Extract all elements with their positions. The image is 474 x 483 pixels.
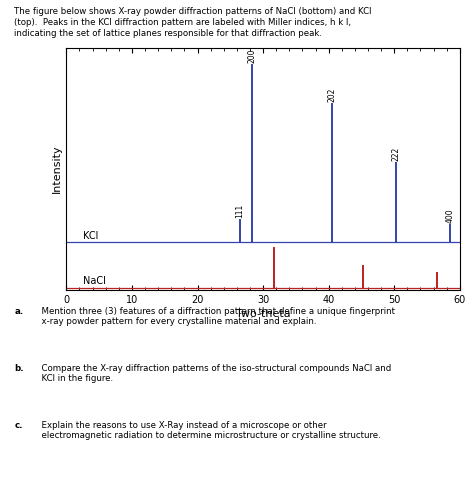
Text: a.: a. bbox=[14, 307, 23, 316]
Text: 200: 200 bbox=[247, 49, 256, 63]
X-axis label: Two-theta: Two-theta bbox=[236, 309, 291, 319]
Text: KCl: KCl bbox=[83, 231, 98, 241]
Text: b.: b. bbox=[14, 364, 24, 373]
Text: indicating the set of lattice planes responsible for that diffraction peak.: indicating the set of lattice planes res… bbox=[14, 29, 322, 39]
Text: c.: c. bbox=[14, 421, 23, 430]
Text: 202: 202 bbox=[328, 88, 337, 102]
Text: 400: 400 bbox=[446, 209, 455, 223]
Text: NaCl: NaCl bbox=[83, 276, 106, 286]
Text: 222: 222 bbox=[391, 147, 400, 161]
Text: Explain the reasons to use X-Ray instead of a microscope or other
  electromagne: Explain the reasons to use X-Ray instead… bbox=[36, 421, 380, 440]
Y-axis label: Intensity: Intensity bbox=[52, 145, 62, 193]
Text: Compare the X-ray diffraction patterns of the iso-structural compounds NaCl and
: Compare the X-ray diffraction patterns o… bbox=[36, 364, 391, 383]
Text: Mention three (3) features of a diffraction pattern that define a unique fingerp: Mention three (3) features of a diffract… bbox=[36, 307, 394, 326]
Text: The figure below shows X-ray powder diffraction patterns of NaCl (bottom) and KC: The figure below shows X-ray powder diff… bbox=[14, 7, 372, 16]
Text: 111: 111 bbox=[236, 203, 245, 218]
Text: (top).  Peaks in the KCl diffraction pattern are labeled with Miller indices, h : (top). Peaks in the KCl diffraction patt… bbox=[14, 18, 351, 28]
